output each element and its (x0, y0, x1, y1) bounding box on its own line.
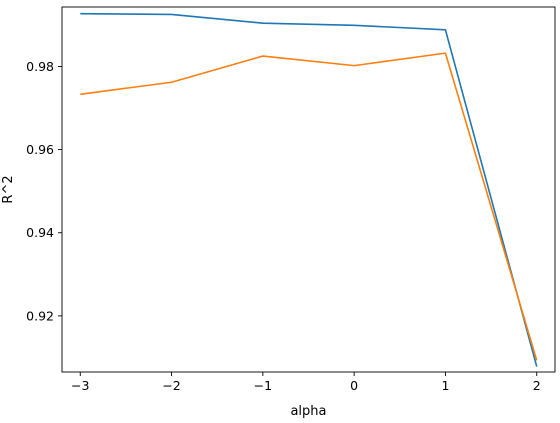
series-line-1 (80, 12, 538, 367)
x-tick-label: 2 (533, 378, 541, 393)
series-layer (80, 12, 538, 367)
y-axis: 0.92 0.94 0.96 0.98 (26, 59, 62, 323)
y-tick-label: 0.98 (26, 59, 54, 74)
x-tick-label: −2 (162, 378, 180, 393)
plot-frame (61, 6, 556, 373)
y-tick-label: 0.96 (26, 142, 54, 157)
y-axis-label: R^2 (1, 175, 16, 203)
series-line-2 (80, 52, 538, 361)
x-tick-label: 1 (441, 378, 449, 393)
x-tick-label: −3 (71, 378, 89, 393)
y-tick-label: 0.94 (26, 225, 54, 240)
x-axis-label: alpha (290, 404, 326, 419)
y-tick-label: 0.92 (26, 308, 54, 323)
x-tick-label: 0 (350, 378, 358, 393)
x-axis: −3 −2 −1 0 1 2 (71, 372, 541, 393)
x-tick-label: −1 (254, 378, 272, 393)
